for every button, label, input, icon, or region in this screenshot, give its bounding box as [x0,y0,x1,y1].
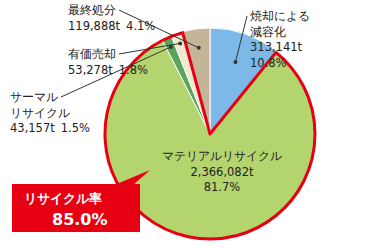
leader-line [119,43,180,54]
slice-label-line: サーマル [10,90,58,104]
callout-pointer [112,170,150,186]
slice-label: 有価売却 [68,47,116,61]
percent-label: 10.8% [250,56,287,70]
leader-line [61,47,171,97]
leader-dot [178,41,182,45]
labels: 焼却による減容化313,141t 10.8% マテリアルリサイクル 2,366,082… [10,3,310,194]
leader-line [235,16,247,62]
leader-line [119,10,199,48]
slice-label-line: 焼却による [250,9,310,23]
callout-value: 85.0% [52,210,108,229]
percent-label: 1.8% [119,63,148,77]
value-label: 313,141t [250,40,303,54]
value-label: 2,366,082t [190,165,254,179]
slice-label-line: リサイクル [10,106,70,120]
percent-label: 81.7% [204,180,241,194]
value-label: 119,888t [68,19,121,33]
callout: リサイクル率 85.0% [12,170,150,232]
leader-dot [197,46,201,50]
chart: 焼却による減容化313,141t 10.8% マテリアルリサイクル 2,366,082… [0,0,370,250]
slice-label: サーマルリサイクル [10,90,70,120]
percent-label: 1.5% [61,121,90,135]
slice-label-line: 最終処分 [68,3,116,17]
leader-dot [233,60,237,64]
slice-label: マテリアルリサイクル [162,149,282,163]
callout-box [12,184,140,232]
slice-label-line: 減容化 [250,25,286,39]
callout-title: リサイクル率 [24,191,102,206]
slice-label: 最終処分 [68,3,116,17]
slice-label-line: マテリアルリサイクル [162,149,282,163]
slice-label-line: 有価売却 [68,47,116,61]
value-label: 43,157t [10,121,55,135]
value-label: 53,278t [68,63,113,77]
slice-label: 焼却による減容化 [250,9,310,39]
